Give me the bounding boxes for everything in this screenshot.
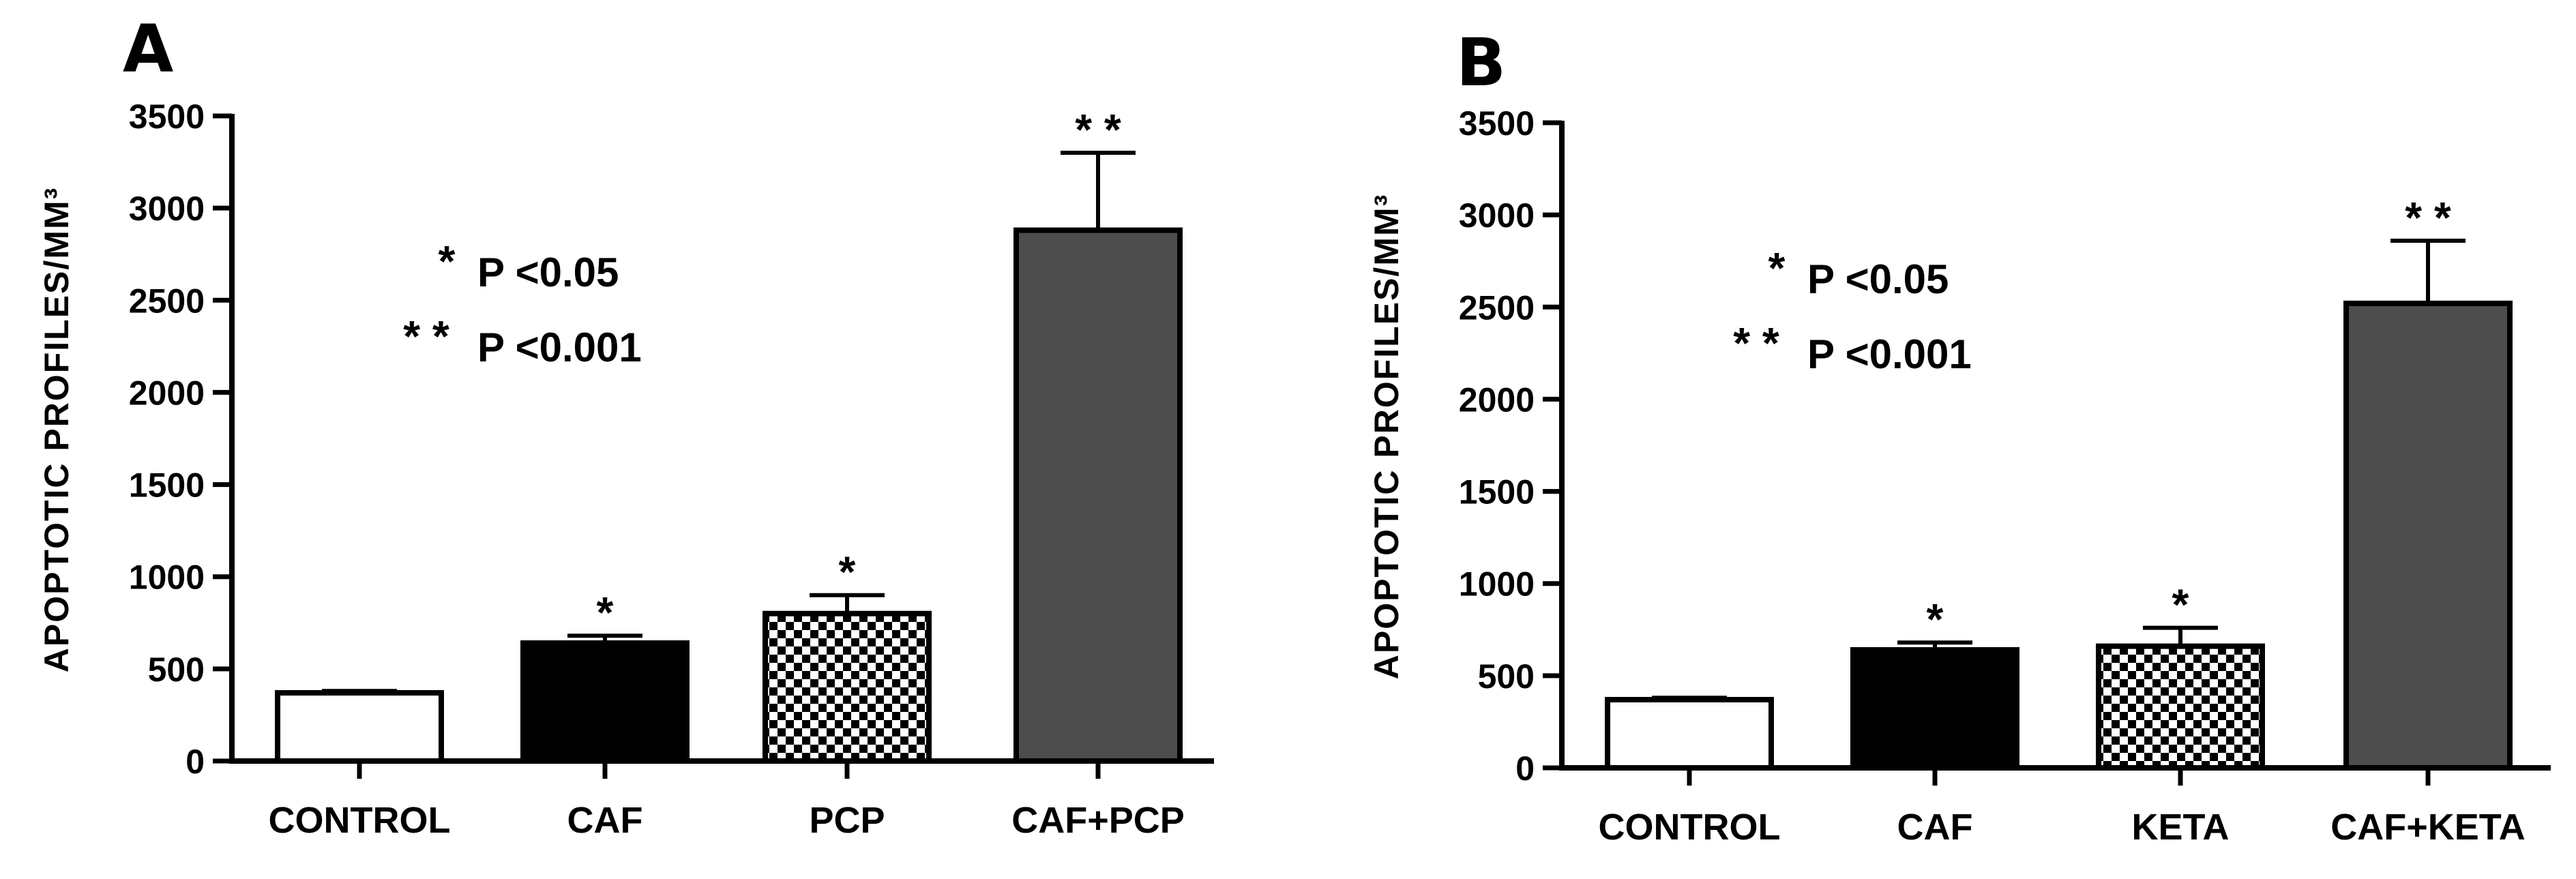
x-category-label: CAF+KETA [2330, 807, 2526, 848]
x-category-label: CONTROL [269, 800, 451, 841]
y-tick-label: 0 [1515, 749, 1535, 788]
x-category-label: CAF [1897, 807, 1973, 848]
y-tick-label: 3000 [1459, 196, 1535, 235]
y-axis-label: APOPTOTIC PROFILES/MM³ [1367, 194, 1406, 680]
bar [1605, 696, 1774, 771]
bar [275, 689, 444, 764]
significance-marker: * [839, 548, 856, 597]
x-category-label: PCP [809, 800, 885, 841]
x-category-label: KETA [2132, 807, 2230, 848]
legend-stars: * [439, 237, 456, 286]
legend-text: P <0.001 [477, 325, 642, 370]
x-category-label: CAF [567, 800, 643, 841]
significance-legend: * P <0.05 * * P <0.001 [1733, 243, 1972, 377]
y-tick-label: 1000 [129, 558, 205, 597]
significance-marker: * [597, 588, 614, 637]
y-tick-label: 500 [148, 651, 205, 689]
x-category-label: CONTROL [1599, 807, 1781, 848]
legend-text: P <0.05 [1807, 256, 1949, 302]
y-tick-label: 2500 [1459, 288, 1535, 327]
y-tick-label: 2500 [129, 282, 205, 320]
chart-panel-a: A APOPTOTIC PROFILES/MM³ 0 500 1000 1500 200… [38, 11, 1214, 841]
legend-stars: * * [403, 312, 449, 361]
bar [1850, 647, 2019, 771]
legend-text: P <0.001 [1807, 331, 1972, 377]
y-tick-label: 3500 [129, 98, 205, 136]
y-tick-label: 2000 [129, 374, 205, 412]
y-tick-label: 3000 [129, 190, 205, 228]
y-tick-label: 1500 [1459, 473, 1535, 511]
panel-letter: A [123, 11, 173, 87]
y-tick-label: 2000 [1459, 381, 1535, 419]
x-axis: CONTROL CAF KETA CAF+KETA [1559, 765, 2551, 848]
y-axis-label: APOPTOTIC PROFILES/MM³ [38, 187, 76, 673]
bars: * * * * [275, 105, 1183, 764]
significance-legend: * P <0.05 * * P <0.001 [403, 237, 642, 370]
y-tick-label: 1000 [1459, 565, 1535, 604]
significance-marker: * [2172, 580, 2189, 629]
bar [2343, 300, 2513, 771]
significance-marker: * [1927, 595, 1944, 644]
y-axis: 0 500 1000 1500 2000 2500 3000 3500 [129, 98, 235, 781]
chart-panel-b: B APOPTOTIC PROFILES/MM³ 0 500 1000 1500 200… [1367, 25, 2551, 848]
legend-stars: * * [1733, 318, 1779, 368]
y-tick-label: 500 [1478, 657, 1535, 696]
bar [2096, 643, 2265, 771]
significance-marker: * * [2405, 193, 2451, 242]
x-axis: CONTROL CAF PCP CAF+PCP [229, 758, 1214, 841]
bar [1013, 227, 1183, 764]
significance-marker: * * [1075, 105, 1121, 154]
bars: * * * * [1605, 193, 2513, 771]
legend-text: P <0.05 [477, 250, 619, 295]
y-tick-label: 3500 [1459, 104, 1535, 143]
bar [763, 610, 932, 764]
bar [520, 640, 690, 764]
legend-stars: * [1768, 243, 1786, 293]
panel-letter: B [1456, 25, 1506, 101]
y-tick-label: 0 [186, 743, 205, 781]
y-tick-label: 1500 [129, 466, 205, 505]
y-axis: 0 500 1000 1500 2000 2500 3000 3500 [1459, 104, 1565, 788]
x-category-label: CAF+PCP [1011, 800, 1185, 841]
